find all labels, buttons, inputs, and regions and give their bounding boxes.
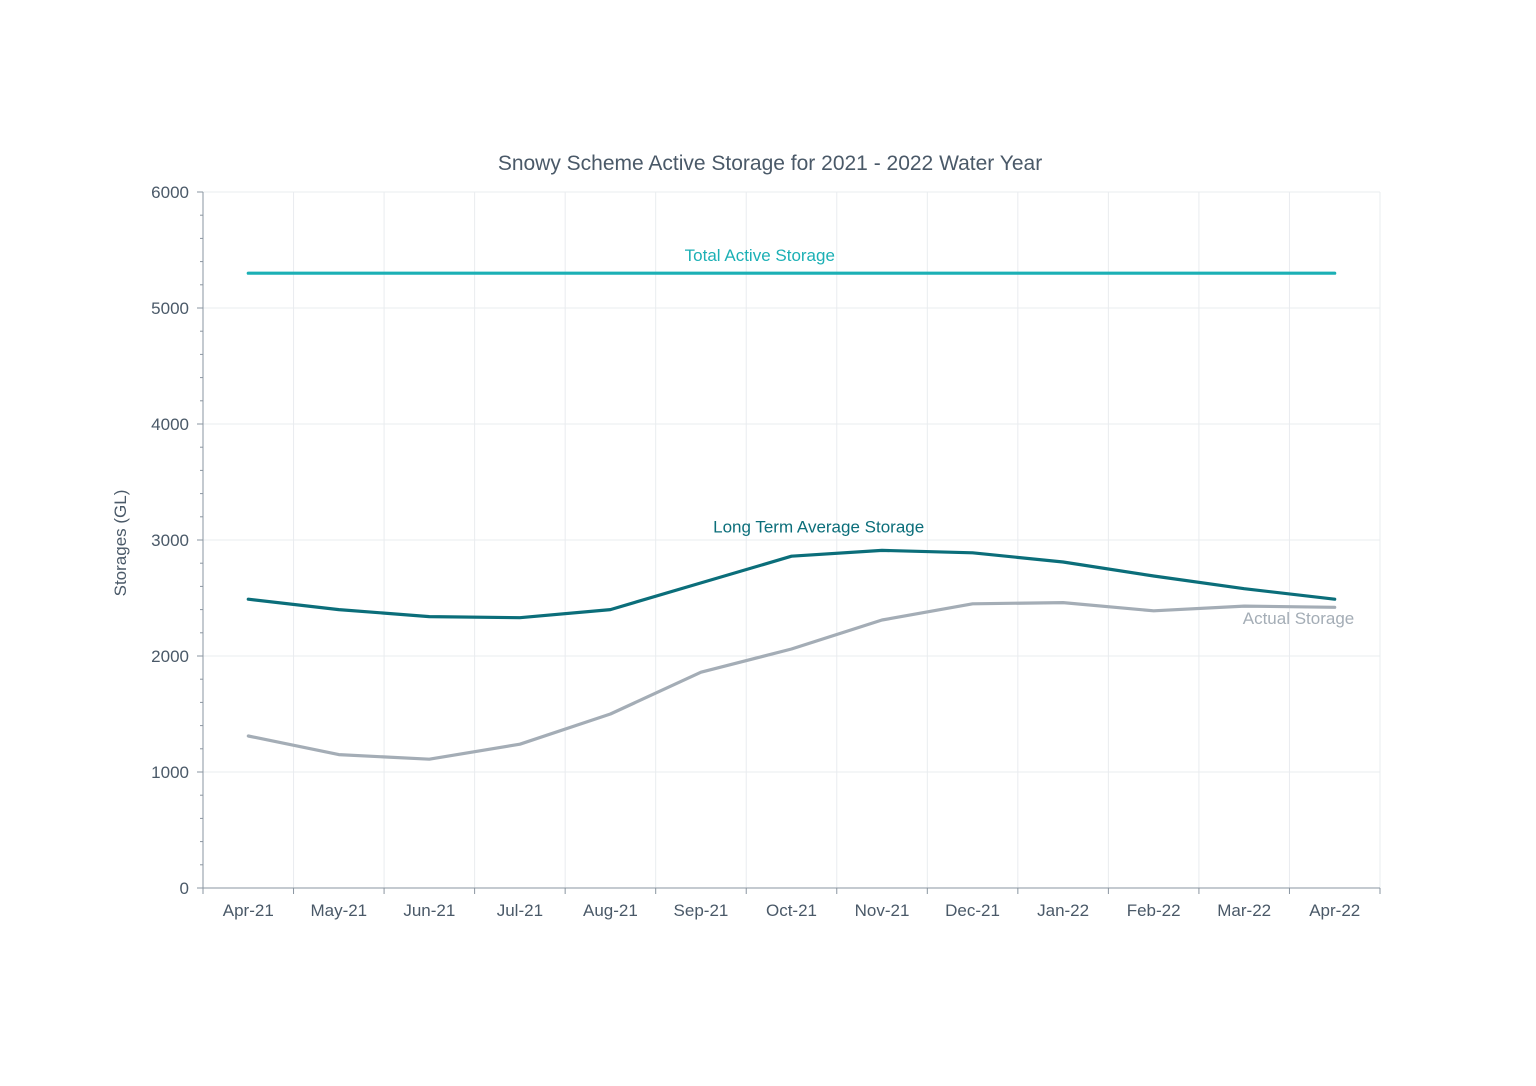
y-axis-label: Storages (GL)	[111, 490, 130, 597]
y-axis-tick-labels: 0 1000 2000 3000 4000 5000 6000	[151, 183, 189, 898]
x-axis-tick-labels: Apr-21 May-21 Jun-21 Jul-21 Aug-21 Sep-21 Oct-…	[223, 901, 1360, 920]
x-tick-label: May-21	[310, 901, 367, 920]
y-tick-label: 5000	[151, 299, 189, 318]
series-labels: Total Active Storage Long Term Average St…	[685, 246, 1355, 628]
y-tick-label: 3000	[151, 531, 189, 550]
x-tick-label: Oct-21	[766, 901, 817, 920]
x-tick-label: Nov-21	[855, 901, 910, 920]
x-tick-label: Sep-21	[674, 901, 729, 920]
x-tick-label: Feb-22	[1127, 901, 1181, 920]
x-tick-label: Apr-21	[223, 901, 274, 920]
long-term-average-storage-line	[246, 548, 1337, 620]
x-tick-label: Jun-21	[403, 901, 455, 920]
x-tick-label: Jan-22	[1037, 901, 1089, 920]
y-tick-label: 6000	[151, 183, 189, 202]
x-tick-label: Dec-21	[945, 901, 1000, 920]
total-active-storage-label: Total Active Storage	[685, 246, 835, 265]
y-tick-label: 4000	[151, 415, 189, 434]
y-tick-label: 2000	[151, 647, 189, 666]
y-tick-label: 1000	[151, 763, 189, 782]
series-lines	[246, 271, 1337, 761]
axes	[197, 191, 1381, 894]
x-tick-label: Mar-22	[1217, 901, 1271, 920]
x-tick-label: Aug-21	[583, 901, 638, 920]
grid-lines	[203, 191, 1381, 888]
x-tick-label: Apr-22	[1309, 901, 1360, 920]
chart-title: Snowy Scheme Active Storage for 2021 - 2…	[498, 152, 1042, 175]
long-term-average-storage-label: Long Term Average Storage	[713, 518, 924, 537]
x-tick-label: Jul-21	[497, 901, 543, 920]
y-tick-label: 0	[180, 879, 189, 898]
actual-storage-line	[246, 600, 1337, 761]
actual-storage-label: Actual Storage	[1243, 609, 1355, 628]
